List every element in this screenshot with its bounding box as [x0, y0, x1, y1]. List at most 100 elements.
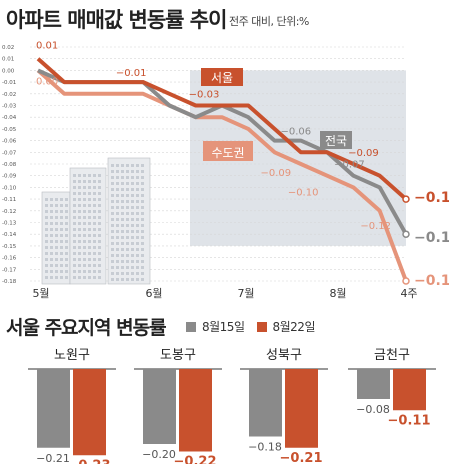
- building-window: [116, 254, 119, 257]
- building-window: [60, 234, 63, 237]
- building-window: [83, 180, 86, 183]
- building-window: [45, 228, 48, 231]
- building-window: [88, 198, 91, 201]
- building-window: [88, 174, 91, 177]
- building-window: [55, 216, 58, 219]
- building-window: [126, 254, 129, 257]
- building-window: [141, 272, 144, 275]
- building-window: [111, 266, 114, 269]
- building-window: [83, 270, 86, 273]
- building-window: [93, 228, 96, 231]
- building-window: [45, 240, 48, 243]
- building-window: [136, 224, 139, 227]
- building-window: [126, 212, 129, 215]
- building-window: [136, 236, 139, 239]
- building-window: [126, 248, 129, 251]
- building-window: [126, 236, 129, 239]
- building-window: [98, 276, 101, 279]
- building-window: [83, 198, 86, 201]
- building-window: [50, 222, 53, 225]
- building-window: [45, 258, 48, 261]
- building-window: [88, 186, 91, 189]
- building-window: [65, 264, 68, 267]
- building-window: [88, 264, 91, 267]
- building-window: [93, 216, 96, 219]
- building-window: [111, 230, 114, 233]
- building-window: [111, 248, 114, 251]
- building-window: [73, 210, 76, 213]
- building-window: [88, 216, 91, 219]
- building-window: [83, 252, 86, 255]
- building-window: [55, 252, 58, 255]
- building-window: [98, 270, 101, 273]
- building-window: [93, 234, 96, 237]
- building-window: [141, 260, 144, 263]
- building-window: [121, 194, 124, 197]
- building-window: [88, 240, 91, 243]
- building-window: [78, 204, 81, 207]
- y-tick-label: -0.08: [2, 162, 17, 168]
- building-window: [126, 266, 129, 269]
- building-window: [73, 174, 76, 177]
- building-window: [93, 204, 96, 207]
- building-window: [131, 218, 134, 221]
- building-window: [121, 218, 124, 221]
- building-window: [73, 246, 76, 249]
- building-window: [78, 252, 81, 255]
- building-window: [121, 224, 124, 227]
- point-label: −0.12: [360, 221, 391, 232]
- building-window: [136, 170, 139, 173]
- building-window: [126, 272, 129, 275]
- building-window: [50, 270, 53, 273]
- building-window: [73, 198, 76, 201]
- building-window: [83, 246, 86, 249]
- building-window: [73, 234, 76, 237]
- point-label: −0.11: [414, 190, 449, 206]
- building-window: [111, 206, 114, 209]
- building-window: [98, 210, 101, 213]
- building-window: [50, 240, 53, 243]
- series-tag: [320, 131, 352, 149]
- building-window: [65, 258, 68, 261]
- y-tick-label: -0.13: [2, 221, 17, 227]
- building-window: [111, 260, 114, 263]
- building-window: [141, 248, 144, 251]
- building-window: [93, 186, 96, 189]
- building-window: [78, 192, 81, 195]
- building-window: [73, 258, 76, 261]
- building-window: [116, 170, 119, 173]
- building-window: [73, 252, 76, 255]
- y-tick-label: -0.03: [2, 104, 17, 110]
- building-window: [111, 164, 114, 167]
- building-window: [121, 260, 124, 263]
- building-window: [60, 240, 63, 243]
- building-window: [141, 230, 144, 233]
- building-window: [78, 276, 81, 279]
- y-tick-label: -0.04: [2, 115, 17, 121]
- building-window: [116, 188, 119, 191]
- x-tick-label: 5월: [32, 287, 49, 300]
- building-window: [83, 258, 86, 261]
- building-window: [83, 234, 86, 237]
- building-window: [136, 212, 139, 215]
- building-window: [55, 246, 58, 249]
- series-tag-label: 서울: [211, 71, 233, 85]
- building-window: [55, 228, 58, 231]
- building-window: [65, 210, 68, 213]
- series-tag: [203, 141, 253, 161]
- building-window: [73, 180, 76, 183]
- building-window: [121, 176, 124, 179]
- building-window: [111, 212, 114, 215]
- building-window: [83, 192, 86, 195]
- building-window: [136, 260, 139, 263]
- building-window: [116, 242, 119, 245]
- building-window: [116, 200, 119, 203]
- building-window: [98, 240, 101, 243]
- building-window: [78, 180, 81, 183]
- building-window: [98, 216, 101, 219]
- building-window: [65, 276, 68, 279]
- building-window: [78, 234, 81, 237]
- building-window: [131, 212, 134, 215]
- building-window: [78, 246, 81, 249]
